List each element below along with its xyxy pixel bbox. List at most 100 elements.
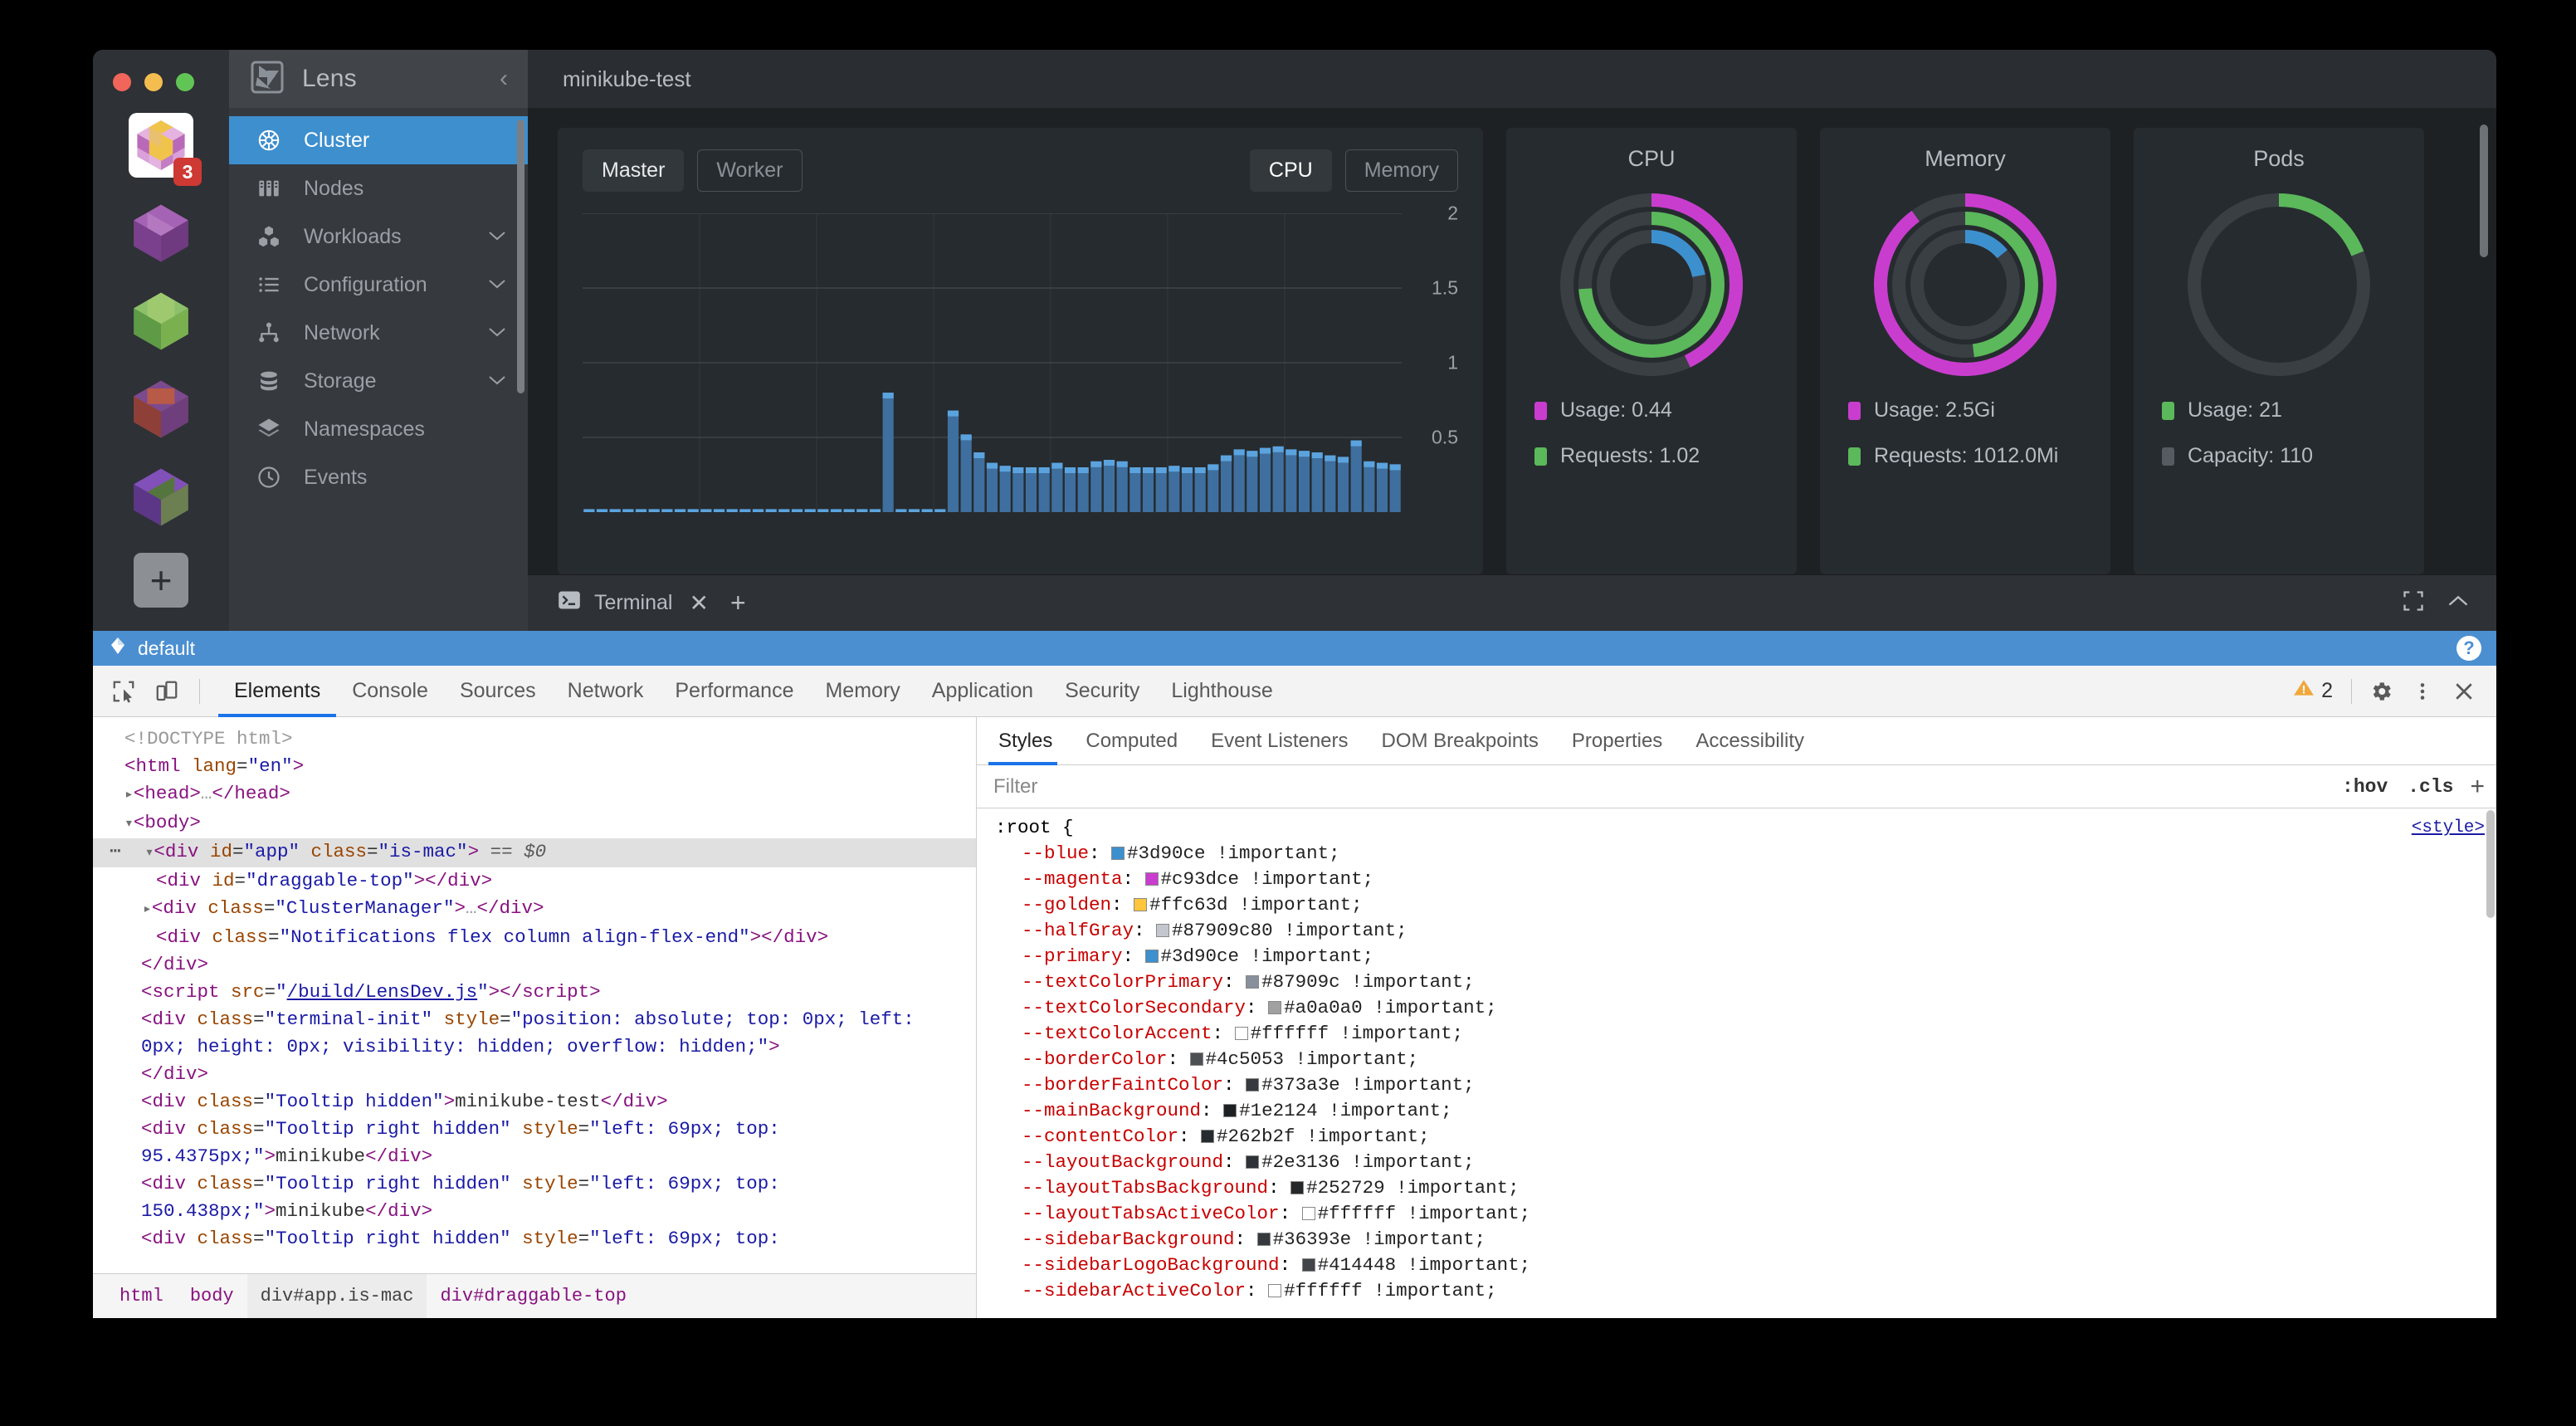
add-cluster-button[interactable]: + xyxy=(134,553,188,608)
styles-filter-input[interactable] xyxy=(977,765,2333,808)
tab-elements[interactable]: Elements xyxy=(218,666,337,717)
color-swatch[interactable] xyxy=(1189,1052,1203,1066)
styles-rules[interactable]: <style> :root { --blue: #3d90ce !importa… xyxy=(977,808,2496,1318)
style-declaration[interactable]: --textColorPrimary: #87909c !important; xyxy=(1022,971,1475,993)
dom-line[interactable]: </div> xyxy=(141,954,209,975)
dom-line-selected[interactable]: ⋯ ▾<div id="app" class="is-mac"> == $0 xyxy=(93,838,976,867)
memory-toggle-button[interactable]: Memory xyxy=(1344,149,1458,192)
color-swatch[interactable] xyxy=(1144,950,1159,963)
style-declaration[interactable]: --textColorAccent: #ffffff !important; xyxy=(1022,1023,1464,1044)
dom-line[interactable]: <div class="Tooltip right hidden" style=… xyxy=(141,1118,792,1167)
style-selector[interactable]: :root { xyxy=(995,817,1074,838)
close-window-button[interactable] xyxy=(113,73,131,91)
cluster-icon-active[interactable]: 3 xyxy=(129,113,202,186)
color-swatch[interactable] xyxy=(1234,1027,1248,1040)
color-swatch[interactable] xyxy=(1223,1104,1237,1117)
dom-line[interactable]: ▸<div class="ClusterManager">…</div> xyxy=(143,897,544,919)
tab-lighthouse[interactable]: Lighthouse xyxy=(1155,666,1288,716)
worker-toggle-button[interactable]: Worker xyxy=(697,149,803,192)
breadcrumb-item-html[interactable]: html xyxy=(120,1286,163,1306)
tab-dom-breakpoints[interactable]: DOM Breakpoints xyxy=(1365,717,1555,764)
style-declaration[interactable]: --halfGray: #87909c80 !important; xyxy=(1022,920,1408,941)
style-declaration[interactable]: --magenta: #c93dce !important; xyxy=(1022,868,1374,890)
tab-console[interactable]: Console xyxy=(336,666,444,716)
style-declaration[interactable]: --textColorSecondary: #a0a0a0 !important… xyxy=(1022,997,1497,1018)
tab-sources[interactable]: Sources xyxy=(444,666,552,716)
color-swatch[interactable] xyxy=(1246,1155,1260,1169)
color-swatch[interactable] xyxy=(1256,1233,1271,1246)
cluster-icon-purple[interactable] xyxy=(129,201,193,266)
inspect-element-icon[interactable] xyxy=(105,672,143,711)
tab-accessibility[interactable]: Accessibility xyxy=(1679,717,1821,764)
style-declaration[interactable]: --layoutBackground: #2e3136 !important; xyxy=(1022,1151,1475,1173)
style-declaration[interactable]: --layoutTabsActiveColor: #ffffff !import… xyxy=(1022,1203,1531,1224)
style-declaration[interactable]: --primary: #3d90ce !important; xyxy=(1022,945,1374,967)
sidebar-item-cluster[interactable]: Cluster xyxy=(229,116,528,164)
color-swatch[interactable] xyxy=(1111,847,1125,860)
dom-line[interactable]: ▾<body> xyxy=(124,812,201,833)
cpu-toggle-button[interactable]: CPU xyxy=(1249,149,1332,192)
minimize-window-button[interactable] xyxy=(144,73,163,91)
sidebar-item-events[interactable]: Events xyxy=(229,453,528,501)
master-toggle-button[interactable]: Master xyxy=(583,149,685,192)
color-swatch[interactable] xyxy=(1268,1284,1282,1297)
tab-performance[interactable]: Performance xyxy=(659,666,809,716)
dom-line[interactable]: <div class="terminal-init" style="positi… xyxy=(141,1008,926,1057)
tab-network[interactable]: Network xyxy=(552,666,660,716)
sidebar-item-network[interactable]: Network xyxy=(229,309,528,357)
dom-line[interactable]: </div> xyxy=(141,1063,209,1085)
style-declaration[interactable]: --sidebarLogoBackground: #414448 !import… xyxy=(1022,1254,1531,1276)
style-declaration[interactable]: --blue: #3d90ce !important; xyxy=(1022,842,1340,864)
terminal-tab[interactable]: Terminal xyxy=(558,588,672,618)
more-vertical-icon[interactable] xyxy=(2403,672,2442,711)
new-style-rule-button[interactable]: + xyxy=(2470,772,2485,800)
tab-application[interactable]: Application xyxy=(916,666,1049,716)
tab-computed[interactable]: Computed xyxy=(1069,717,1194,764)
sidebar-item-namespaces[interactable]: Namespaces xyxy=(229,405,528,453)
cluster-icon-green[interactable] xyxy=(129,289,193,354)
style-declaration[interactable]: --contentColor: #262b2f !important; xyxy=(1022,1126,1430,1147)
style-declaration[interactable]: --sidebarBackground: #36393e !important; xyxy=(1022,1228,1486,1250)
style-declaration[interactable]: --borderColor: #4c5053 !important; xyxy=(1022,1048,1419,1070)
color-swatch[interactable] xyxy=(1290,1181,1305,1194)
color-swatch[interactable] xyxy=(1301,1258,1315,1272)
fullscreen-icon[interactable] xyxy=(2402,589,2425,617)
dom-line[interactable]: <script src="/build/LensDev.js"></script… xyxy=(141,981,601,1003)
dom-line[interactable]: <html lang="en"> xyxy=(124,755,305,777)
maximize-window-button[interactable] xyxy=(176,73,194,91)
help-icon[interactable]: ? xyxy=(2456,636,2481,661)
color-swatch[interactable] xyxy=(1134,898,1148,911)
gear-icon[interactable] xyxy=(2362,672,2400,711)
styles-scrollbar[interactable] xyxy=(2486,810,2495,918)
style-declaration[interactable]: --layoutTabsBackground: #252729 !importa… xyxy=(1022,1177,1520,1199)
color-swatch[interactable] xyxy=(1144,872,1159,886)
cls-toggle-button[interactable]: .cls xyxy=(2408,775,2454,798)
dom-line[interactable]: <div class="Tooltip hidden">minikube-tes… xyxy=(141,1091,668,1112)
dom-line[interactable]: ▸<head>…</head> xyxy=(124,783,290,804)
sidebar-item-workloads[interactable]: Workloads xyxy=(229,212,528,261)
plus-icon[interactable]: + xyxy=(729,588,746,618)
cluster-icon-red[interactable] xyxy=(129,377,193,442)
tab-event-listeners[interactable]: Event Listeners xyxy=(1194,717,1364,764)
sidebar-scrollbar[interactable] xyxy=(517,120,524,393)
chevron-left-icon[interactable]: ‹ xyxy=(500,65,508,92)
warning-badge[interactable]: 2 xyxy=(2293,677,2341,705)
tab-properties[interactable]: Properties xyxy=(1555,717,1679,764)
color-swatch[interactable] xyxy=(1301,1207,1315,1220)
color-swatch[interactable] xyxy=(1268,1001,1282,1014)
dom-tree[interactable]: <!DOCTYPE html> <html lang="en"> ▸<head>… xyxy=(93,717,976,1273)
style-declaration[interactable]: --golden: #ffc63d !important; xyxy=(1022,894,1363,916)
dom-line[interactable]: <div class="Tooltip right hidden" style=… xyxy=(141,1173,792,1222)
dom-line[interactable]: <!DOCTYPE html> xyxy=(124,728,293,750)
chevron-up-icon[interactable] xyxy=(2447,593,2470,613)
style-declaration[interactable]: --sidebarActiveColor: #ffffff !important… xyxy=(1022,1280,1497,1301)
style-declaration[interactable]: --borderFaintColor: #373a3e !important; xyxy=(1022,1074,1475,1096)
dom-line[interactable]: <div class="Notifications flex column al… xyxy=(156,926,829,948)
tab-styles[interactable]: Styles xyxy=(977,717,1069,765)
sidebar-item-nodes[interactable]: Nodes xyxy=(229,164,528,212)
hov-toggle-button[interactable]: :hov xyxy=(2342,775,2388,798)
tab-security[interactable]: Security xyxy=(1049,666,1155,716)
device-toolbar-icon[interactable] xyxy=(148,672,186,711)
style-declaration[interactable]: --mainBackground: #1e2124 !important; xyxy=(1022,1100,1452,1121)
close-icon[interactable] xyxy=(2445,672,2483,711)
